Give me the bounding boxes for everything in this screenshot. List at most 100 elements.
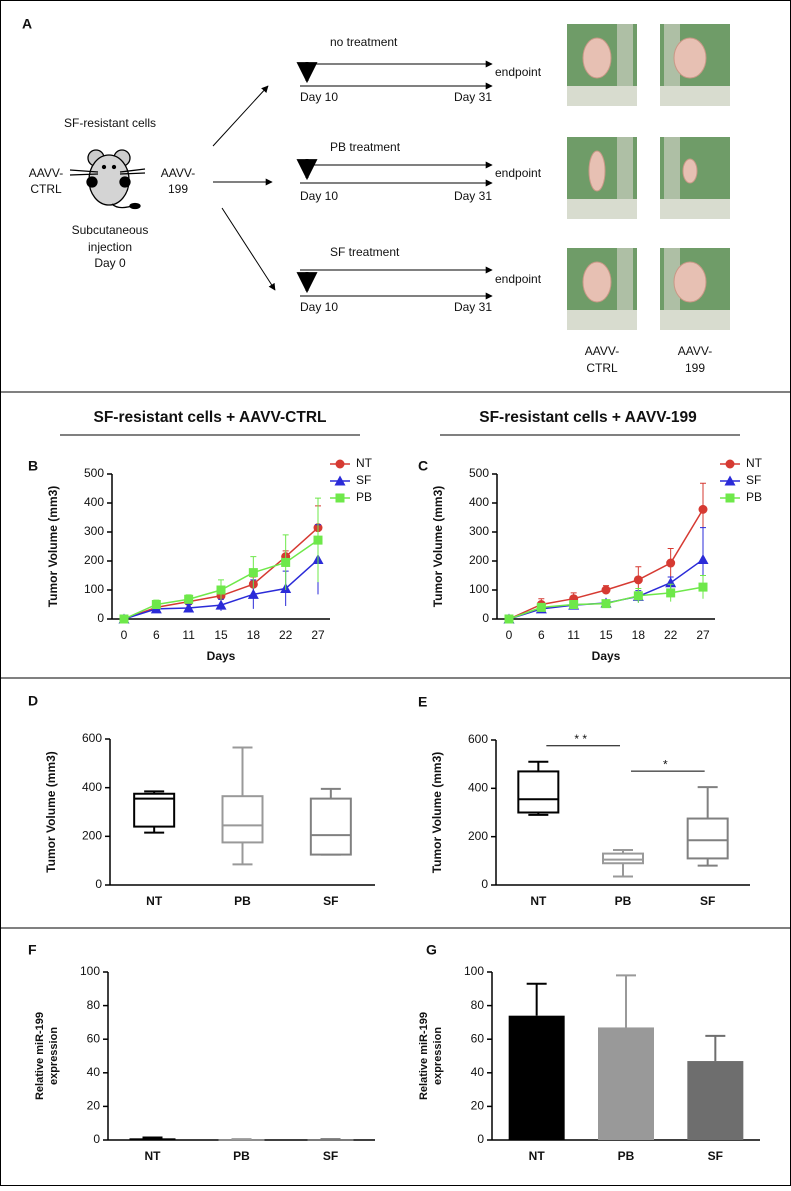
y-axis-label: Tumor Volume (mm3) [431, 486, 445, 608]
x-tick-label: 11 [567, 628, 580, 642]
y-tick-label: 300 [469, 524, 489, 538]
day-label: Day 10 [300, 300, 338, 314]
panel-label: D [28, 693, 38, 709]
significance-label: * * [574, 732, 587, 746]
panel-label: C [418, 458, 428, 474]
y-tick-label: 200 [469, 553, 489, 567]
ruler [567, 86, 637, 106]
x-tick-label: PB [233, 1149, 250, 1163]
legend-label: NT [356, 456, 373, 470]
x-tick-label: 0 [506, 628, 513, 642]
y-tick-label: 0 [477, 1132, 484, 1146]
point [634, 575, 643, 584]
legend-marker [726, 460, 735, 469]
vector-label: 199 [168, 182, 188, 196]
x-tick-label: SF [700, 894, 715, 908]
y-tick-label: 40 [471, 1065, 485, 1079]
outcome-label: endpoint [495, 166, 542, 180]
legend-marker [336, 494, 345, 503]
y-tick-label: 0 [97, 611, 104, 625]
ruler [567, 310, 637, 330]
x-tick-label: 6 [538, 628, 545, 642]
box [223, 796, 263, 842]
treatment-label: SF treatment [330, 245, 400, 259]
tumor [583, 262, 611, 302]
y-tick-label: 60 [471, 1031, 485, 1045]
y-tick-label: 500 [84, 466, 104, 480]
x-tick-label: SF [323, 894, 338, 908]
box [518, 771, 558, 812]
point [698, 554, 709, 564]
panel-label: A [22, 16, 32, 32]
panel-label: B [28, 458, 38, 474]
mouse [70, 150, 145, 209]
point [699, 505, 708, 514]
x-tick-label: PB [615, 894, 632, 908]
x-tick-label: NT [146, 894, 163, 908]
point [537, 603, 546, 612]
legend-label: PB [746, 490, 762, 504]
y-tick-label: 400 [84, 495, 104, 509]
diagram: A SF-resistant cells AAVV- CTRL AAVV- 19… [22, 16, 275, 290]
box [688, 819, 728, 859]
point [281, 558, 290, 567]
y-axis-label: Tumor Volume (mm3) [44, 751, 58, 873]
photo-column-label: CTRL [586, 361, 618, 375]
legend-label: PB [356, 490, 372, 504]
y-tick-label: 100 [464, 964, 484, 978]
tumor [583, 38, 611, 78]
x-tick-label: 15 [599, 628, 613, 642]
y-tick-label: 20 [87, 1099, 101, 1113]
y-tick-label: 0 [482, 611, 489, 625]
point [569, 600, 578, 609]
chart-title: SF-resistant cells + AAVV-199 [479, 409, 697, 426]
bar [509, 1016, 565, 1140]
significance-label: * [663, 757, 668, 771]
x-tick-label: 22 [279, 628, 293, 642]
y-tick-label: 20 [471, 1099, 485, 1113]
tumor [674, 38, 706, 78]
x-axis-label: Days [207, 649, 236, 663]
vector-label: AAVV- [161, 166, 195, 180]
bar [130, 1138, 176, 1140]
point [666, 559, 675, 568]
y-axis-label: Relative miR-199 [418, 1012, 430, 1100]
day-label: Day 31 [454, 300, 492, 314]
point [505, 615, 514, 624]
x-tick-label: 18 [247, 628, 261, 642]
day-label: Day 31 [454, 189, 492, 203]
point [184, 595, 193, 604]
x-tick-label: 15 [214, 628, 228, 642]
injection-label: Day 0 [94, 256, 126, 270]
tumor [589, 151, 605, 191]
vector-label: CTRL [30, 182, 62, 196]
y-axis-label: Tumor Volume (mm3) [430, 752, 444, 874]
error-bar [616, 975, 636, 1027]
bar [687, 1061, 743, 1140]
legend-marker [726, 494, 735, 503]
x-tick-label: PB [234, 894, 251, 908]
x-tick-label: 11 [182, 628, 195, 642]
y-tick-label: 80 [87, 998, 101, 1012]
photo-column-label: AAVV- [678, 344, 712, 358]
point [217, 586, 226, 595]
bar [598, 1027, 654, 1140]
y-tick-label: 60 [87, 1031, 101, 1045]
x-tick-label: NT [145, 1149, 162, 1163]
bar [308, 1139, 354, 1140]
day-label: Day 10 [300, 189, 338, 203]
box [603, 854, 643, 864]
panel-label: F [28, 942, 37, 958]
y-tick-label: 200 [468, 829, 488, 843]
cells-label: SF-resistant cells [64, 116, 156, 130]
point [314, 536, 323, 545]
y-tick-label: 40 [87, 1065, 101, 1079]
y-tick-label: 600 [82, 731, 102, 745]
ruler [660, 86, 730, 106]
photo-column-label: AAVV- [585, 344, 619, 358]
x-tick-label: NT [530, 894, 547, 908]
y-tick-label: 200 [84, 553, 104, 567]
x-tick-label: 27 [696, 628, 710, 642]
point [602, 586, 611, 595]
